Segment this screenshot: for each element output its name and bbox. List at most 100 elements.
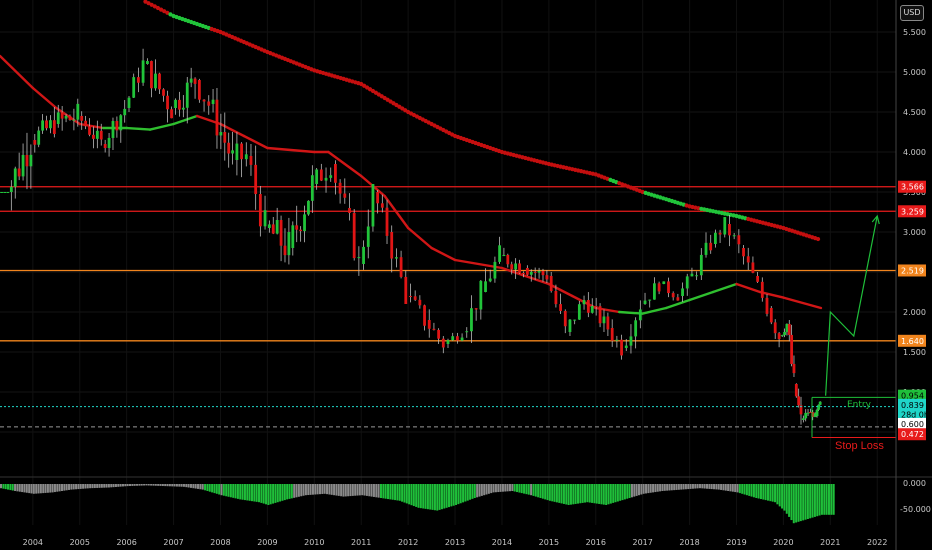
histogram-bar [783, 484, 786, 511]
mid-ma-segment [430, 246, 457, 262]
candle-body [797, 396, 801, 406]
candle-body [390, 232, 394, 259]
candle-body [315, 169, 319, 184]
price-tick-label: 1.500 [903, 348, 926, 357]
histogram-bar [300, 484, 303, 497]
candle-body [319, 169, 323, 181]
histogram-bar [164, 484, 167, 487]
histogram-bar [689, 484, 692, 489]
histogram-bar [795, 484, 798, 523]
candle-body [41, 120, 45, 131]
price-tick-label: 2.000 [903, 308, 926, 317]
candle-body [362, 246, 365, 264]
histogram-bar [309, 484, 312, 495]
histogram-bar [218, 484, 221, 495]
price-tag-text: 0.839 [901, 401, 924, 410]
histogram-bar [37, 484, 40, 494]
histogram-bar [654, 484, 657, 493]
year-tick-label: 2007 [163, 538, 183, 547]
candle-body [756, 276, 760, 282]
histogram-bar [159, 484, 162, 486]
histogram-bar [260, 484, 263, 503]
candle-body [334, 164, 337, 183]
histogram-bar [459, 484, 462, 504]
histogram-bar [813, 484, 816, 517]
histogram-bar [591, 484, 594, 503]
histogram-bar [295, 484, 298, 498]
histogram-bar [342, 484, 345, 497]
histogram-bar [25, 484, 28, 493]
candle-body [146, 61, 149, 64]
histogram-bar [588, 484, 591, 503]
histogram-bar [750, 484, 753, 497]
level-price-tag [898, 205, 926, 218]
candle-body [84, 120, 88, 127]
mid-ma-segment [406, 226, 433, 250]
mid-ma-segment [735, 282, 762, 294]
histogram-bar [701, 484, 704, 489]
candle-body [806, 412, 810, 414]
candle-body [746, 256, 750, 263]
histogram-bar [525, 484, 528, 495]
histogram-bar [32, 484, 35, 494]
histogram-bar [276, 484, 279, 503]
histogram-bar [2, 484, 5, 489]
candle-body [792, 363, 796, 374]
candle-body [549, 276, 553, 291]
candle-body [132, 77, 136, 98]
candle-body [783, 331, 786, 336]
candle-body [291, 225, 295, 248]
candle-body [9, 186, 13, 192]
histogram-bar [713, 484, 716, 490]
candle-body [223, 132, 227, 143]
histogram-bar [147, 484, 150, 486]
histogram-bar [708, 484, 711, 489]
histogram-bar [790, 484, 793, 521]
candle-body [554, 290, 558, 305]
candle-body [64, 115, 68, 119]
histogram-bar [494, 484, 497, 493]
histogram-bar [384, 484, 387, 499]
candle-body [751, 262, 755, 273]
time-axis[interactable]: 2004 2005 2006 2007 2008 2009 2010 2011 2012 2013… [0, 476, 932, 547]
mid-ma-segment [688, 290, 715, 302]
candle-body [510, 264, 514, 270]
currency-button[interactable]: USD [900, 5, 924, 21]
candle-body [103, 144, 107, 148]
candle-body [275, 219, 279, 234]
oscillator-histogram [0, 484, 835, 524]
year-tick-label: 2010 [304, 538, 324, 547]
candle-body [709, 242, 713, 251]
candle-body [235, 143, 239, 160]
histogram-bar [626, 484, 629, 499]
histogram-bar [262, 484, 265, 504]
histogram-bar [220, 484, 223, 496]
histogram-bar [527, 484, 530, 495]
mid-ma-segment [55, 106, 81, 126]
histogram-bar [126, 484, 129, 487]
histogram-bar [23, 484, 26, 493]
histogram-bar [830, 484, 833, 515]
histogram-bar [91, 484, 94, 489]
histogram-bar [398, 484, 401, 501]
histogram-bar [243, 484, 246, 501]
histogram-bar [112, 484, 115, 488]
histogram-bar [684, 484, 687, 490]
histogram-bar [30, 484, 33, 494]
candle-body [441, 338, 445, 348]
histogram-bar [110, 484, 113, 488]
candle-body [643, 300, 647, 304]
year-tick-label: 2012 [398, 538, 418, 547]
candle-body [790, 334, 794, 364]
candle-body [240, 143, 243, 160]
histogram-bar [647, 484, 650, 494]
histogram-bar [755, 484, 758, 498]
candle-body [479, 280, 483, 310]
horizontal-levels[interactable] [0, 186, 896, 342]
histogram-tick-label: -50.000 [900, 505, 931, 514]
price-tag [898, 418, 926, 430]
histogram-bar [670, 484, 673, 491]
histogram-bar [180, 484, 183, 487]
candle-body [258, 194, 262, 227]
